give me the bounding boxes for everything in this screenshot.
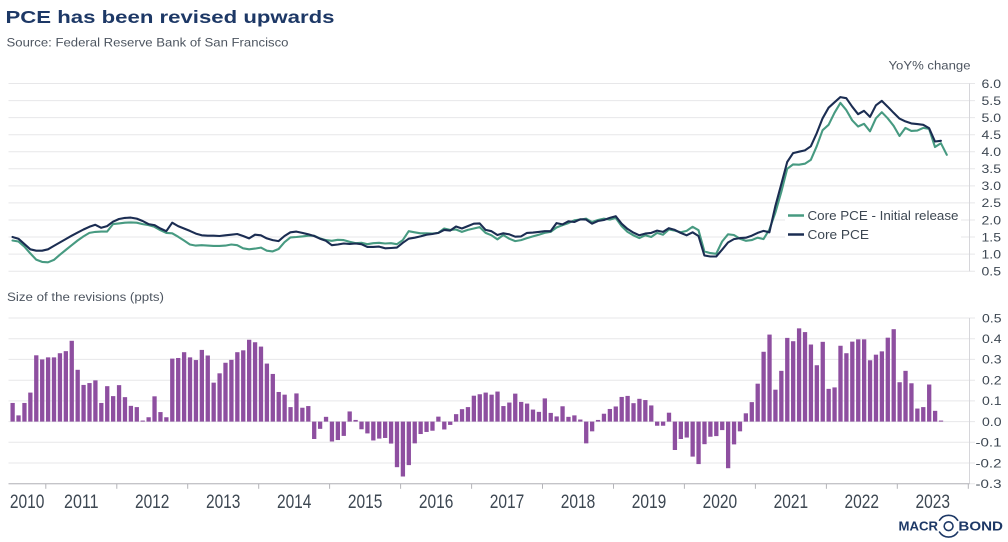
svg-text:5.0: 5.0 bbox=[982, 111, 1002, 125]
svg-text:2018: 2018 bbox=[561, 491, 596, 513]
svg-text:YoY% change: YoY% change bbox=[889, 58, 971, 72]
svg-text:Source: Federal Reserve Bank o: Source: Federal Reserve Bank of San Fran… bbox=[7, 35, 289, 49]
svg-text:0.1: 0.1 bbox=[982, 394, 1002, 408]
svg-text:0.2: 0.2 bbox=[982, 374, 1002, 388]
svg-text:1.5: 1.5 bbox=[982, 230, 1002, 244]
svg-text:6.0: 6.0 bbox=[982, 77, 1002, 91]
svg-text:2010: 2010 bbox=[10, 491, 45, 513]
svg-text:0.4: 0.4 bbox=[982, 332, 1002, 346]
svg-text:2023: 2023 bbox=[916, 491, 951, 513]
svg-text:2020: 2020 bbox=[703, 491, 738, 513]
svg-text:0.5: 0.5 bbox=[982, 311, 1002, 325]
svg-text:2014: 2014 bbox=[277, 491, 312, 513]
svg-text:2012: 2012 bbox=[135, 491, 170, 513]
svg-text:-0.2: -0.2 bbox=[976, 456, 1002, 470]
svg-text:0.0: 0.0 bbox=[982, 415, 1002, 429]
svg-text:0.3: 0.3 bbox=[982, 353, 1002, 367]
svg-text:2016: 2016 bbox=[419, 491, 454, 513]
svg-text:2017: 2017 bbox=[490, 491, 525, 513]
svg-text:2015: 2015 bbox=[348, 491, 383, 513]
svg-text:-0.1: -0.1 bbox=[976, 436, 1002, 450]
svg-text:Core PCE: Core PCE bbox=[808, 227, 870, 242]
svg-text:2019: 2019 bbox=[632, 491, 667, 513]
svg-text:2013: 2013 bbox=[206, 491, 241, 513]
svg-text:4.5: 4.5 bbox=[982, 128, 1002, 142]
svg-text:5.5: 5.5 bbox=[982, 94, 1002, 108]
svg-text:0.5: 0.5 bbox=[982, 265, 1002, 279]
svg-text:4.0: 4.0 bbox=[982, 145, 1002, 159]
svg-text:3.5: 3.5 bbox=[982, 162, 1002, 176]
svg-text:2.5: 2.5 bbox=[982, 196, 1002, 210]
svg-text:PCE has been revised upwards: PCE has been revised upwards bbox=[6, 7, 335, 27]
svg-text:3.0: 3.0 bbox=[982, 179, 1002, 193]
svg-text:2011: 2011 bbox=[64, 491, 99, 513]
svg-text:2.0: 2.0 bbox=[982, 213, 1002, 227]
svg-text:2022: 2022 bbox=[845, 491, 880, 513]
svg-text:BOND: BOND bbox=[958, 519, 1003, 534]
svg-text:1.0: 1.0 bbox=[982, 247, 1002, 261]
svg-text:MACR: MACR bbox=[899, 519, 939, 534]
svg-text:2021: 2021 bbox=[774, 491, 809, 513]
svg-text:Core PCE - Initial release: Core PCE - Initial release bbox=[808, 208, 959, 223]
svg-text:Size of the revisions (ppts): Size of the revisions (ppts) bbox=[7, 290, 164, 304]
svg-text:-0.3: -0.3 bbox=[976, 477, 1002, 491]
